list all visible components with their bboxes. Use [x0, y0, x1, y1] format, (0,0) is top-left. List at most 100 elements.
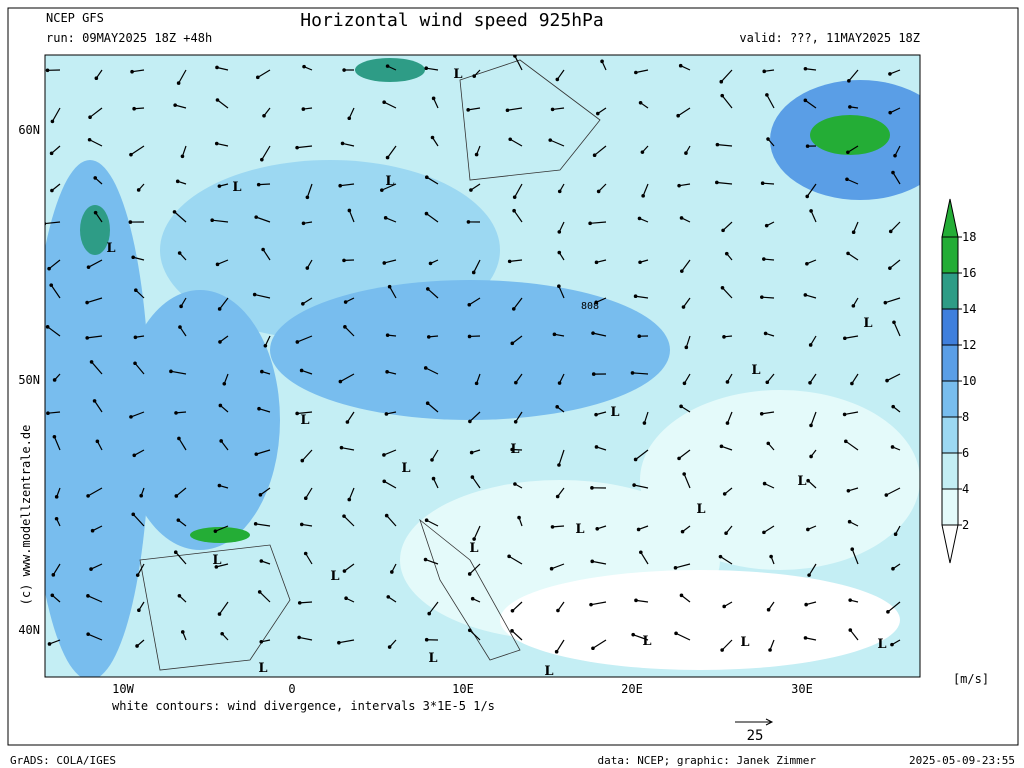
wind-arrow [302, 297, 313, 305]
wind-arrow [175, 104, 187, 109]
wind-arrow [675, 563, 691, 569]
wind-arrow [763, 525, 775, 533]
wind-arrow-head [552, 332, 557, 337]
colorbar-tick-label: 4 [962, 482, 969, 496]
wind-arrow [469, 629, 481, 641]
wind-arrow [89, 107, 103, 118]
wind-arrow-head [259, 559, 264, 563]
wind-arrow [720, 556, 733, 565]
wind-arrow-head [718, 554, 723, 559]
wind-arrow-head [54, 516, 59, 521]
wind-arrow [306, 183, 313, 198]
wind-arrow-head [431, 476, 436, 481]
wind-arrow [721, 639, 733, 651]
wind-arrow-head [634, 598, 638, 603]
wind-arrow [426, 519, 439, 527]
wind-arrow-head [382, 261, 387, 265]
wind-arrow-head [850, 547, 855, 552]
wind-arrow [89, 139, 103, 147]
wind-arrow [808, 563, 817, 576]
wind-arrow-head [93, 210, 98, 215]
wind-arrow-head [809, 423, 813, 428]
wind-arrow-head [512, 195, 517, 199]
wind-arrow-head [765, 380, 770, 385]
wind-arrow [594, 145, 607, 156]
wind-arrow-head [131, 512, 136, 517]
wind-arrow-head [725, 380, 730, 384]
wind-arrow [721, 95, 733, 109]
wind-arrow-head [92, 399, 97, 403]
wind-arrow-head [46, 411, 50, 416]
wind-arrow [431, 449, 439, 461]
wind-area [500, 570, 900, 670]
wind-arrow-head [682, 472, 686, 476]
note: white contours: wind divergence, interva… [112, 699, 495, 713]
wind-arrow-head [680, 529, 685, 534]
wind-arrow-head [557, 189, 562, 194]
wind-arrow-head [382, 100, 386, 105]
wind-arrow-head [846, 488, 851, 493]
wind-arrow-head [338, 379, 343, 384]
wind-arrow-head [725, 421, 730, 425]
lon-label: 0 [288, 682, 295, 696]
wind-arrow-head [301, 221, 306, 226]
wind-arrow [552, 107, 565, 111]
wind-arrow-head [891, 404, 895, 409]
wind-arrow [845, 440, 859, 451]
wind-arrow-head [424, 518, 429, 523]
wind-arrow-head [844, 439, 848, 444]
wind-arrow [341, 447, 355, 451]
wind-arrow [683, 473, 691, 489]
wind-arrow-head [47, 266, 51, 271]
wind-arrow-head [720, 286, 725, 290]
wind-arrow-head [847, 519, 852, 524]
wind-arrow-head [173, 103, 177, 107]
wind-arrow-head [762, 481, 767, 486]
wind-arrow [890, 221, 901, 232]
wind-arrow [87, 487, 103, 497]
wind-area [810, 115, 890, 155]
wind-arrow-head [885, 378, 889, 383]
wind-arrow [642, 183, 649, 197]
wind-arrow [216, 66, 229, 71]
colorbar-segment [941, 416, 959, 454]
wind-arrow-head [467, 628, 472, 633]
wind-arrow-head [557, 230, 562, 234]
wind-arrow-head [850, 381, 854, 386]
wind-arrow-head [805, 144, 810, 148]
wind-arrow [810, 210, 817, 223]
wind-arrow-head [260, 369, 264, 374]
wind-arrow [762, 182, 775, 185]
wind-arrow [469, 411, 481, 422]
wind-arrow-head [215, 262, 220, 267]
low-label: L [877, 637, 886, 652]
low-label: L [696, 502, 705, 517]
wind-arrow [509, 259, 523, 262]
wind-arrow [178, 69, 187, 84]
wind-arrow [515, 411, 523, 423]
wind-arrow [174, 211, 187, 223]
wind-arrow [558, 449, 565, 466]
map: 60N 50N 40N 10W 0 10E 20E 30E L L L L L L L L L L L L L L L L L L… [18, 54, 921, 696]
credit: data: NCEP; graphic: Janek Zimmer [597, 754, 816, 767]
wind-arrow [632, 372, 649, 375]
wind-arrow-head [299, 522, 304, 527]
wind-arrow-head [94, 76, 99, 80]
wind-arrow [726, 411, 733, 424]
wind-arrows [45, 55, 901, 654]
wind-arrow [592, 560, 607, 565]
wind-arrow-head [133, 335, 138, 340]
wind-arrow [344, 563, 355, 572]
wind-arrow [88, 259, 103, 268]
wind-arrow [851, 373, 859, 384]
wind-arrow [259, 591, 271, 603]
wind-arrow [552, 525, 565, 528]
wind-arrow-head [806, 527, 810, 532]
colorbar: 2 4 6 8 10 12 14 16 18 [941, 198, 976, 564]
title: Horizontal wind speed 925hPa [300, 10, 603, 31]
wind-arrow-head [890, 445, 895, 449]
wind-arrow [346, 411, 355, 423]
wind-arrow [470, 183, 481, 191]
wind-arrow-head [383, 216, 388, 220]
wind-arrow [514, 55, 523, 71]
